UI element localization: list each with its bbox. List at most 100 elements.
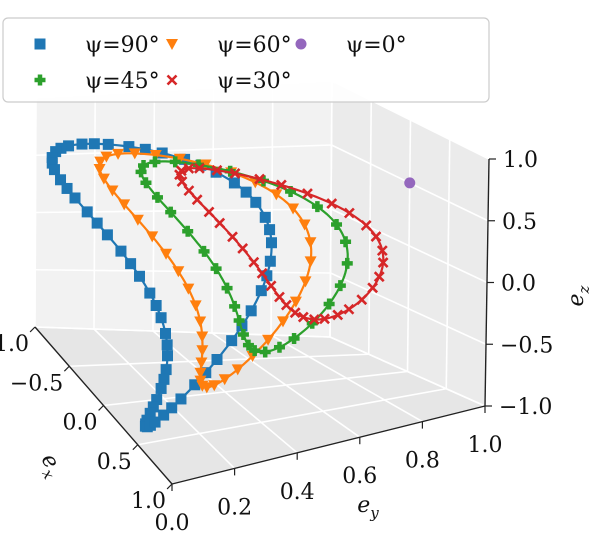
y-tick-label: 0.0 [155,511,190,536]
z-axis-label: ez [564,285,593,306]
data-point [123,141,135,153]
data-point [276,316,289,328]
data-point [287,203,300,215]
legend-label: ψ=45° [85,69,160,94]
data-point [195,357,208,369]
data-point [262,334,275,346]
data-point [156,147,168,159]
data-point [46,152,58,164]
data-point [200,367,212,379]
y-tick-label: 0.8 [405,449,440,474]
z-tick-label: −0.5 [500,333,553,358]
data-point [264,224,276,236]
grid-line [330,208,488,284]
data-point [125,258,137,270]
data-point [76,138,88,150]
data-point [240,186,252,198]
data-point [196,345,209,357]
data-point [229,300,241,312]
data-point [289,296,302,308]
data-point [63,140,75,152]
data-point [151,191,163,203]
data-point [155,312,167,324]
data-point [149,416,161,428]
data-point [161,339,173,351]
data-point [189,379,201,391]
x-axis-label: ex [32,450,68,483]
data-point [182,225,194,237]
data-point [150,300,162,312]
data-point [297,311,309,323]
data-point [166,402,178,414]
data-point [404,177,416,189]
axis-lines [29,158,496,491]
data-point [158,409,170,421]
data-point [331,219,343,231]
data-point [376,245,388,257]
grid-line [330,272,487,345]
data-point [254,173,266,185]
data-point [93,163,106,175]
data-point [155,382,167,394]
data-point [245,305,257,317]
data-point [46,157,58,169]
data-point [237,329,249,341]
tick-mark [29,326,36,333]
data-point [237,243,249,254]
data-point [196,331,209,343]
data-point [343,207,355,219]
data-point [288,332,300,344]
grid-line [211,332,361,438]
tick-mark [63,365,70,372]
data-point [210,263,222,275]
grid-line [35,268,331,274]
grid-line [329,336,486,407]
data-point [218,374,231,386]
data-point [131,214,144,226]
legend-entry: ψ=60° [166,33,292,58]
grid-line [93,328,236,469]
data-point [319,313,330,325]
data-point [159,327,171,339]
data-point [183,185,195,197]
y-axis-label: ey [357,493,379,522]
data-point [256,267,268,279]
legend-marker [166,39,178,50]
data-point [280,299,292,311]
y-axis-line [171,405,486,485]
data-point [367,282,379,294]
grid-line [137,387,447,446]
data-point [334,280,346,292]
data-point [323,298,335,310]
data-point [158,373,170,385]
data-point [273,341,285,353]
tick-mark [166,483,173,490]
legend-entry: ψ=0° [295,33,407,58]
data-point [128,148,141,160]
data-point [94,156,107,168]
data-point [370,231,382,242]
data-point [112,148,125,160]
data-point [134,270,146,282]
data-point [97,173,110,185]
data-point [208,380,221,392]
data-point [55,174,67,186]
data-point [304,237,317,249]
data-point [149,156,161,168]
y-tick-label: 1.0 [468,433,503,458]
data-point [265,280,277,292]
data-point [311,201,323,213]
data-point [194,367,207,379]
data-point [214,217,226,229]
data-point [182,283,195,295]
y-tick-label: 0.6 [342,464,377,489]
data-point [298,219,311,231]
legend: ψ=90° ψ=60° ψ=45° ψ=30° ψ=0° [2,17,490,103]
z-tick-label: 1.0 [503,148,538,173]
tick-labels: −1.0−0.50.00.51.00.00.20.40.60.81.0−1.0−… [0,148,553,536]
data-point [174,169,185,181]
data-point [191,194,203,206]
data-point [227,231,238,243]
data-point [81,206,93,218]
